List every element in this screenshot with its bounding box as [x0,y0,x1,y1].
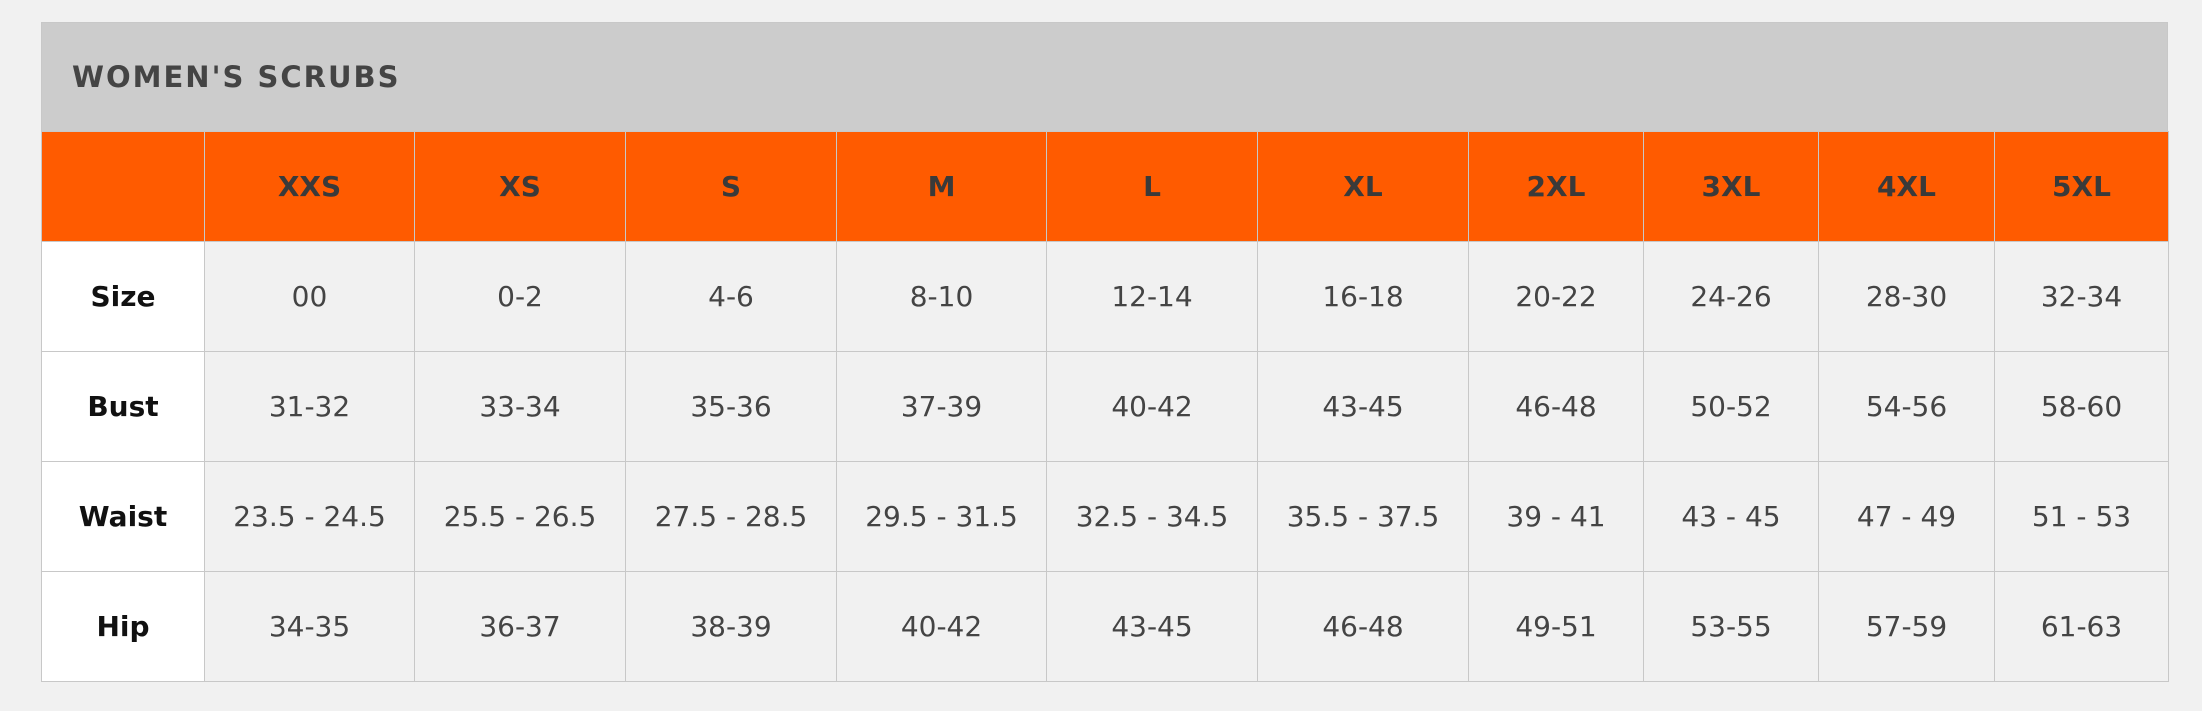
column-header: L [1046,131,1258,242]
column-header: M [836,131,1047,242]
table-cell: 4-6 [625,241,837,352]
table-cell: 50-52 [1643,351,1819,462]
row-label: Size [41,241,205,352]
corner-cell [41,131,205,242]
column-header: XXS [204,131,415,242]
row-label: Hip [41,571,205,682]
table-cell: 54-56 [1818,351,1995,462]
table-cell: 34-35 [204,571,415,682]
table-cell: 40-42 [1046,351,1258,462]
table-cell: 33-34 [414,351,626,462]
table-cell: 43-45 [1046,571,1258,682]
table-cell: 27.5 - 28.5 [625,461,837,572]
size-table: XXS XS S M L XL 2XL 3XL 4XL 5XL Size 00 0-2 4-6 8-10 1… [41,131,2169,682]
table-cell: 43 - 45 [1643,461,1819,572]
table-cell: 39 - 41 [1468,461,1644,572]
chart-title: WOMEN'S SCRUBS [41,22,2168,131]
table-cell: 12-14 [1046,241,1258,352]
table-cell: 53-55 [1643,571,1819,682]
size-chart: WOMEN'S SCRUBS XXS XS S M L XL 2XL 3XL 4XL 5XL Si… [41,22,2169,682]
table-cell: 00 [204,241,415,352]
table-cell: 8-10 [836,241,1047,352]
table-cell: 0-2 [414,241,626,352]
table-cell: 24-26 [1643,241,1819,352]
column-header: 4XL [1818,131,1995,242]
column-header: XL [1257,131,1469,242]
table-cell: 51 - 53 [1994,461,2169,572]
table-row: Bust 31-32 33-34 35-36 37-39 40-42 43-45 46-48 5… [41,351,2169,462]
table-cell: 20-22 [1468,241,1644,352]
column-header: S [625,131,837,242]
table-cell: 38-39 [625,571,837,682]
table-cell: 32.5 - 34.5 [1046,461,1258,572]
column-header: XS [414,131,626,242]
column-header: 5XL [1994,131,2169,242]
table-cell: 32-34 [1994,241,2169,352]
row-label: Bust [41,351,205,462]
table-cell: 36-37 [414,571,626,682]
column-header: 3XL [1643,131,1819,242]
table-cell: 28-30 [1818,241,1995,352]
table-cell: 58-60 [1994,351,2169,462]
table-cell: 61-63 [1994,571,2169,682]
table-cell: 31-32 [204,351,415,462]
table-row: Waist 23.5 - 24.5 25.5 - 26.5 27.5 - 28.5 29… [41,461,2169,572]
table-cell: 29.5 - 31.5 [836,461,1047,572]
table-cell: 47 - 49 [1818,461,1995,572]
table-cell: 16-18 [1257,241,1469,352]
table-cell: 37-39 [836,351,1047,462]
header-row: XXS XS S M L XL 2XL 3XL 4XL 5XL [41,131,2169,242]
table-body: Size 00 0-2 4-6 8-10 12-14 16-18 20-22 24-26 28-3… [41,241,2169,682]
table-cell: 40-42 [836,571,1047,682]
column-header: 2XL [1468,131,1644,242]
table-cell: 43-45 [1257,351,1469,462]
table-cell: 57-59 [1818,571,1995,682]
table-row: Hip 34-35 36-37 38-39 40-42 43-45 46-48 49-51 53… [41,571,2169,682]
row-label: Waist [41,461,205,572]
table-cell: 35-36 [625,351,837,462]
table-row: Size 00 0-2 4-6 8-10 12-14 16-18 20-22 24-26 28-3… [41,241,2169,352]
table-cell: 46-48 [1468,351,1644,462]
table-cell: 25.5 - 26.5 [414,461,626,572]
table-cell: 46-48 [1257,571,1469,682]
table-cell: 23.5 - 24.5 [204,461,415,572]
table-cell: 35.5 - 37.5 [1257,461,1469,572]
table-cell: 49-51 [1468,571,1644,682]
